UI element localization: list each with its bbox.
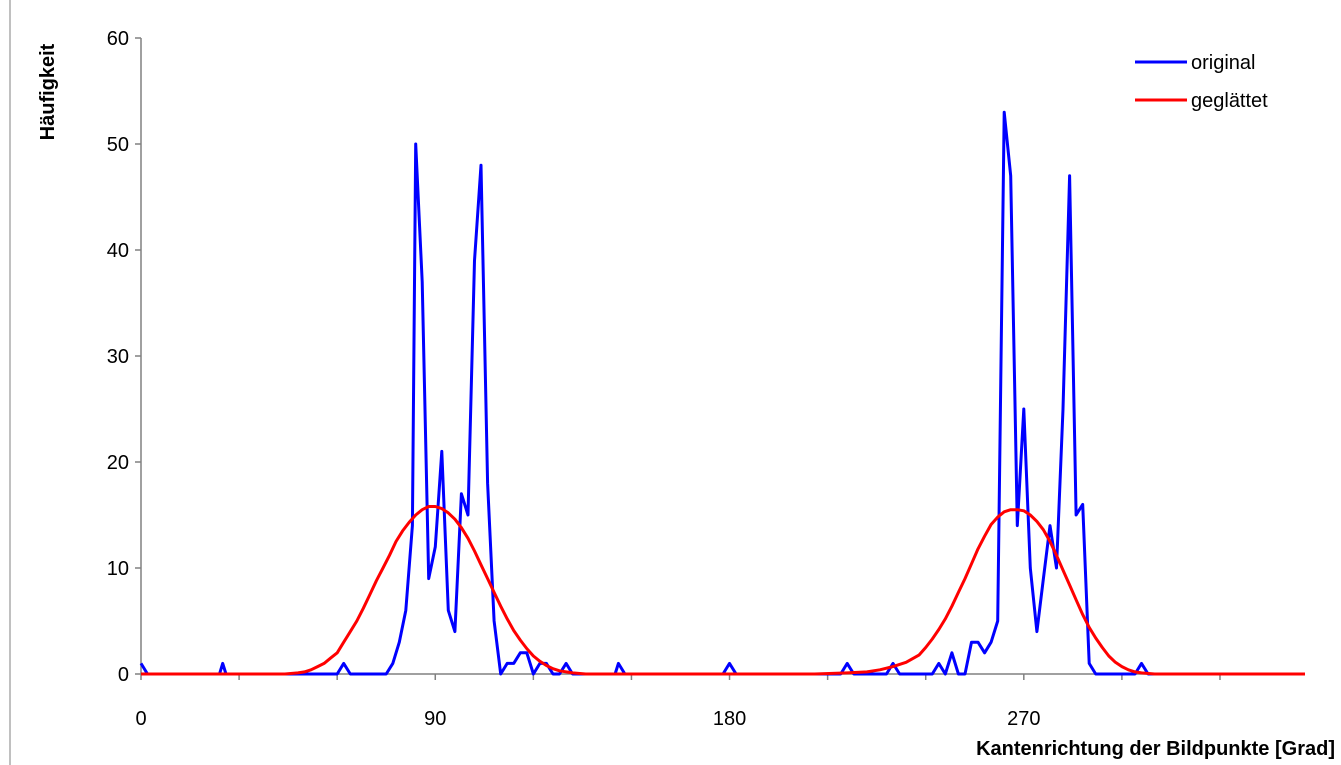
y-tick-label: 20 — [107, 452, 129, 474]
legend-label-original: original — [1191, 52, 1255, 74]
y-tick-label: 10 — [107, 558, 129, 580]
series-layer — [139, 110, 1305, 676]
y-tick-label: 50 — [107, 134, 129, 156]
series-line-smoothed — [141, 505, 1305, 676]
y-tick-label: 0 — [118, 664, 129, 686]
y-axis-title: Häufigkeit — [37, 43, 59, 140]
y-tick-label: 40 — [107, 240, 129, 262]
legend-label-smoothed: geglättet — [1191, 90, 1268, 112]
y-tick-label: 30 — [107, 346, 129, 368]
x-tick-label: 180 — [713, 708, 746, 730]
legend: original geglättet — [1135, 52, 1268, 112]
x-ticks: 0 90 180 270 — [135, 674, 1221, 730]
x-tick-label: 270 — [1007, 708, 1040, 730]
series-line-original — [139, 110, 1305, 676]
x-tick-label: 90 — [424, 708, 446, 730]
x-tick-label: 0 — [135, 708, 146, 730]
y-ticks: 0 10 20 30 40 50 60 — [107, 28, 141, 686]
y-tick-label: 60 — [107, 28, 129, 50]
x-axis-title: Kantenrichtung der Bildpunkte [Grad] — [976, 738, 1335, 760]
